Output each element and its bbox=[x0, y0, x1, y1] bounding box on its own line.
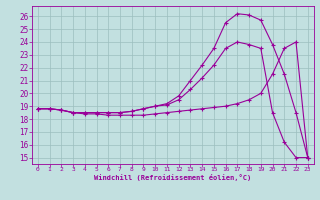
X-axis label: Windchill (Refroidissement éolien,°C): Windchill (Refroidissement éolien,°C) bbox=[94, 174, 252, 181]
